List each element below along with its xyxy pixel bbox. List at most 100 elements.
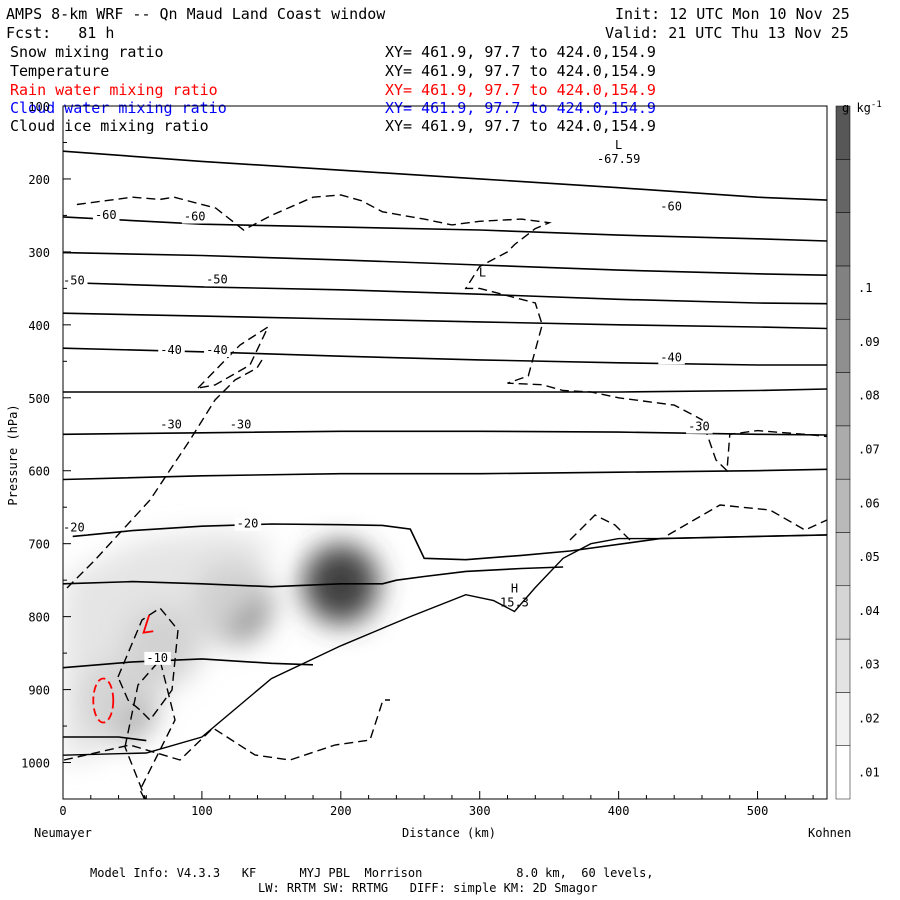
right-endpoint-label: Kohnen <box>808 826 851 840</box>
colorbar-tick-1: .02 <box>858 712 880 726</box>
y-tick-label-300: 300 <box>28 246 50 260</box>
temperature-label-1: -60 <box>184 210 206 224</box>
temperature-contour--40 <box>63 347 827 366</box>
field-label-cloud-ice: Cloud ice mixing ratio <box>10 117 209 135</box>
y-tick-label-800: 800 <box>28 611 50 625</box>
colorbar-swatch-0 <box>835 745 851 800</box>
temperature-label-2: -60 <box>660 199 682 213</box>
temperature-contour--50 <box>63 281 827 305</box>
temperature-label-bg-4 <box>204 273 231 287</box>
temperature-contour--30 <box>63 430 827 436</box>
cloud-ice-contour-2 <box>195 325 270 390</box>
temperature-contour--45 <box>63 312 827 330</box>
temperature-contour--5 <box>63 736 147 742</box>
temperature-contour--67 <box>63 150 827 201</box>
colorbar-swatch-11 <box>835 159 851 213</box>
colorbar-swatch-10 <box>835 212 851 267</box>
field-xy-snow: XY= 461.9, 97.7 to 424.0,154.9 <box>385 43 656 61</box>
terrain-contour <box>63 534 827 756</box>
field-xy-cloud-water: XY= 461.9, 97.7 to 424.0,154.9 <box>385 99 656 117</box>
cloud-ice-contour-4 <box>63 699 390 761</box>
temperature-label-10: -30 <box>688 420 710 434</box>
field-label-snow: Snow mixing ratio <box>10 43 164 61</box>
rain-contour-1 <box>92 677 115 724</box>
temperature-label-6: -40 <box>206 343 228 357</box>
temperature-contour--15 <box>63 566 564 588</box>
field-label-temperature: Temperature <box>10 62 110 80</box>
field-xy-temperature: XY= 461.9, 97.7 to 424.0,154.9 <box>385 62 656 80</box>
y-tick-label-500: 500 <box>28 392 50 406</box>
colorbar-tick-4: .05 <box>858 550 880 564</box>
colorbar-tick-9: .1 <box>858 281 872 295</box>
temperature-label-bg-8 <box>158 418 185 432</box>
colorbar-tick-0: .01 <box>858 765 880 779</box>
temperature-label-bg-7 <box>658 351 685 365</box>
temperature-label-bg-5 <box>158 344 185 358</box>
extremum-letter-1: H <box>511 582 518 596</box>
x-tick-label-200: 200 <box>330 804 352 818</box>
extremum-letter-2: L <box>479 266 486 280</box>
valid-time: Valid: 21 UTC Thu 13 Nov 25 <box>605 24 849 42</box>
chart-title: AMPS 8-km WRF -- Qn Maud Land Coast wind… <box>6 5 386 23</box>
cloud-ice-contour-6 <box>117 607 179 722</box>
field-label-cloud-water: Cloud water mixing ratio <box>10 99 227 117</box>
extremum-value-1: 15.3 <box>500 596 529 610</box>
cloud-ice-contour <box>76 194 827 473</box>
temperature-label-bg-10 <box>686 420 713 434</box>
temperature-label-bg-13 <box>144 651 171 665</box>
temperature-label-8: -30 <box>160 417 182 431</box>
colorbar-swatch-2 <box>835 638 851 693</box>
y-tick-label-900: 900 <box>28 684 50 698</box>
temperature-contour--25 <box>63 468 827 481</box>
x-tick-label-0: 0 <box>59 804 66 818</box>
model-info-line2: LW: RRTM SW: RRTMG DIFF: simple KM: 2D S… <box>258 881 598 895</box>
colorbar-tick-3: .04 <box>858 604 880 618</box>
y-tick-label-600: 600 <box>28 465 50 479</box>
colorbar-swatch-6 <box>835 425 851 480</box>
temperature-label-bg-12 <box>234 517 262 531</box>
colorbar-swatch-8 <box>835 318 851 373</box>
colorbar-tick-8: .09 <box>858 335 880 349</box>
colorbar-unit: g kg-1 <box>842 100 882 115</box>
temperature-label-bg-2 <box>658 200 685 214</box>
axes-layer: 0 100 200 300 400 500 100 200 300 400 500 600 700 800… <box>21 100 814 818</box>
temperature-label-bg-6 <box>204 344 231 358</box>
field-xy-cloud-ice: XY= 461.9, 97.7 to 424.0,154.9 <box>385 117 656 135</box>
x-tick-label-300: 300 <box>469 804 491 818</box>
temperature-label-9: -30 <box>230 417 252 431</box>
init-time: Init: 12 UTC Mon 10 Nov 25 <box>615 5 850 23</box>
colorbar-swatch-12 <box>835 105 851 160</box>
cloud-ice-contour-3 <box>66 359 263 589</box>
temperature-label-5: -40 <box>160 343 182 357</box>
y-tick-label-700: 700 <box>28 538 50 552</box>
contour-layer: -60 -60 -60 -50 -50 -40 -40 -40 -30 -30 -30 -20 -20 -… <box>63 138 827 799</box>
colorbar: .01 .02 .03 .04 .05 .06 .07 .08 .09 .1 <box>835 105 880 800</box>
temperature-label-4: -50 <box>206 272 228 286</box>
temperature-label-bg-1 <box>181 210 209 224</box>
snow-shading-layer <box>63 530 379 760</box>
temperature-label-0: -60 <box>95 208 117 222</box>
y-tick-label-400: 400 <box>28 319 50 333</box>
plot-frame <box>62 105 828 800</box>
temperature-label-bg-0 <box>92 209 120 223</box>
temperature-contour--35 <box>63 388 827 393</box>
colorbar-swatch-1 <box>835 692 851 746</box>
colorbar-swatch-4 <box>835 532 851 587</box>
left-endpoint-label: Neumayer <box>34 826 92 840</box>
extremum-letter-0: L <box>615 138 622 152</box>
temperature-label-bg-9 <box>227 418 255 432</box>
colorbar-tick-2: .03 <box>858 658 880 672</box>
temperature-contour--60 <box>63 216 827 242</box>
temperature-contour--10 <box>63 658 314 669</box>
colorbar-swatch-3 <box>835 585 851 640</box>
x-tick-label-500: 500 <box>747 804 769 818</box>
x-tick-label-100: 100 <box>191 804 213 818</box>
temperature-label-3: -50 <box>63 274 85 288</box>
extremum-value-0: -67.59 <box>597 152 640 166</box>
colorbar-swatch-7 <box>835 372 851 427</box>
colorbar-tick-7: .08 <box>858 389 880 403</box>
colorbar-tick-6: .07 <box>858 443 880 457</box>
y-axis-label: Pressure (hPa) <box>6 404 20 505</box>
y-tick-label-1000: 1000 <box>21 757 50 771</box>
